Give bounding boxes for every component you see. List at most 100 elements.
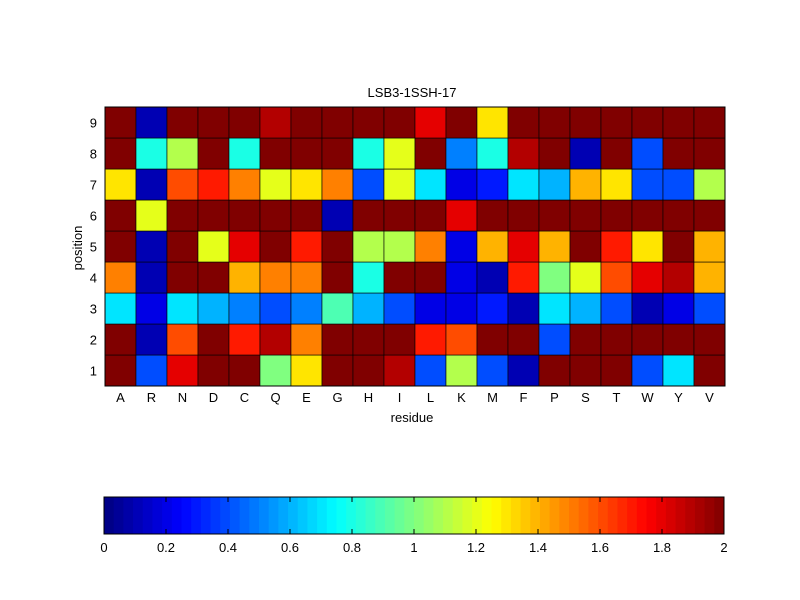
colorbar-swatch [142,497,153,534]
heatmap-cell [383,354,416,387]
x-tick-label: G [332,390,342,405]
heatmap-cell [166,230,199,263]
heatmap-cell [414,230,447,263]
heatmap-cell [507,199,540,232]
y-tick-label: 9 [90,116,97,131]
heatmap-cell [135,168,168,201]
heatmap-cell [662,106,695,139]
heatmap-cell [104,292,137,325]
heatmap-cell [600,261,633,294]
heatmap-cell [352,323,385,356]
heatmap-cell [507,106,540,139]
x-tick-label: I [398,390,402,405]
heatmap-cell [631,323,664,356]
colorbar-swatch [210,497,221,534]
heatmap-cell [259,292,292,325]
colorbar-swatch [569,497,580,534]
heatmap-cell [290,292,323,325]
heatmap-cell [104,230,137,263]
colorbar-tick-label: 0.2 [157,540,175,555]
chart-title: LSB3-1SSH-17 [368,85,457,100]
colorbar-swatch [249,497,260,534]
heatmap-cell [693,354,726,387]
colorbar-swatch [636,497,647,534]
heatmap-cell [569,354,602,387]
heatmap-cell [383,106,416,139]
heatmap-cell [352,261,385,294]
colorbar-swatch [259,497,270,534]
heatmap-cell [476,323,509,356]
x-tick-label: W [641,390,654,405]
heatmap-cell [228,261,261,294]
heatmap-cell [600,292,633,325]
heatmap-cell [662,199,695,232]
heatmap-cell [569,137,602,170]
heatmap-cell [476,199,509,232]
colorbar-swatch [694,497,706,534]
colorbar-tick-label: 2 [720,540,727,555]
heatmap-cell [197,354,230,387]
y-tick-label: 2 [90,333,97,348]
colorbar-tick-label: 1 [410,540,417,555]
heatmap-cell [600,323,633,356]
heatmap-cell [507,137,540,170]
heatmap-cell [383,199,416,232]
heatmap-cell [445,323,478,356]
colorbar-swatch [414,497,425,534]
heatmap-cell [259,137,292,170]
heatmap-cell [197,292,230,325]
colorbar-swatch [501,497,512,534]
heatmap-cell [600,230,633,263]
heatmap-cell [321,323,354,356]
heatmap-cell [259,323,292,356]
x-tick-label: M [487,390,498,405]
colorbar-swatch [423,497,434,534]
heatmap-cell [321,230,354,263]
heatmap-cell [135,292,168,325]
heatmap-cell [352,230,385,263]
heatmap-cell [507,168,540,201]
heatmap-cell [383,137,416,170]
colorbar-swatch [162,497,173,534]
colorbar-tick-label: 1.6 [591,540,609,555]
colorbar [103,496,725,535]
heatmap-cell [600,106,633,139]
heatmap-cell [166,323,199,356]
heatmap-cell [290,106,323,139]
heatmap-cell [507,261,540,294]
heatmap-cell [538,354,571,387]
heatmap-cell [228,323,261,356]
heatmap-cell [228,292,261,325]
y-tick-label: 5 [90,240,97,255]
x-tick-label: T [613,390,621,405]
heatmap-cell [631,168,664,201]
heatmap-cell [476,292,509,325]
heatmap-cell [662,137,695,170]
y-axis-label: position [70,226,85,271]
heatmap-cell [383,168,416,201]
heatmap-cell [569,261,602,294]
heatmap-cell [569,292,602,325]
colorbar-tick-label: 0 [100,540,107,555]
heatmap-cell [228,199,261,232]
colorbar-swatch [355,497,367,534]
colorbar-swatch [510,497,522,534]
colorbar-swatch [549,497,560,534]
colorbar-swatch [346,497,357,534]
heatmap-cell [228,106,261,139]
plot-frame [104,106,726,387]
heatmap-cell [631,137,664,170]
heatmap-cell [228,168,261,201]
colorbar-swatch [307,497,318,534]
colorbar-swatch [530,497,541,534]
heatmap-cell [321,261,354,294]
heatmap-cell [414,354,447,387]
colorbar-tick-label: 0.6 [281,540,299,555]
heatmap-cell [414,261,447,294]
y-tick-label: 7 [90,178,97,193]
heatmap-cell [600,137,633,170]
colorbar-swatch [229,497,241,534]
heatmap-cells [104,106,726,387]
